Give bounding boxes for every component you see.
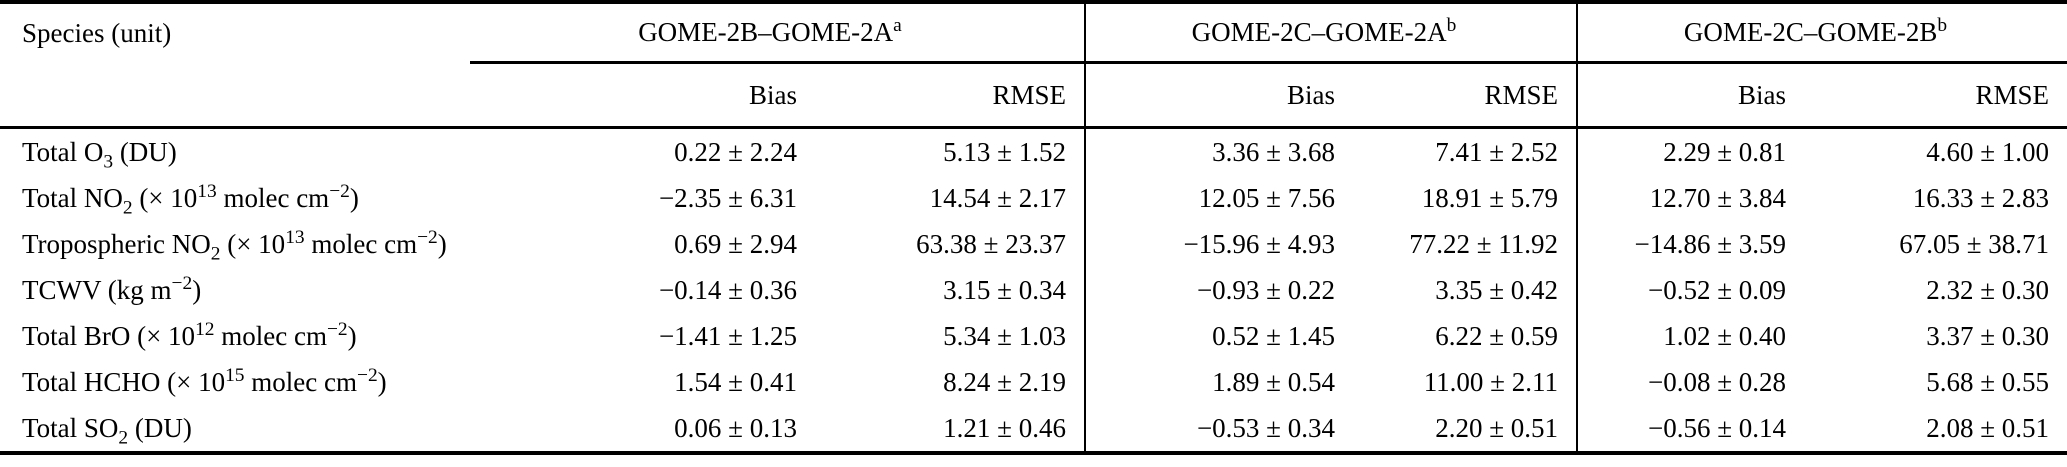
- rmse-header: RMSE: [815, 62, 1086, 129]
- species-column-header: Species (unit): [22, 17, 172, 48]
- footnote-marker: b: [1937, 15, 1948, 36]
- rmse-value-cell: 1.21 ± 0.46: [815, 405, 1086, 453]
- subheader-spacer: [0, 62, 470, 129]
- footnote-marker: b: [1446, 15, 1457, 36]
- species-cell: Total SO2 (DU): [22, 412, 192, 448]
- group-label: GOME-2C–GOME-2A: [1191, 17, 1447, 47]
- rmse-value-cell: 6.22 ± 0.59: [1353, 313, 1579, 359]
- rmse-value-cell: 7.41 ± 2.52: [1353, 127, 1579, 175]
- bias-header: Bias: [1577, 62, 1805, 129]
- instrument-comparison-table: Species (unit) GOME-2B–GOME-2Aa GOME-2C–…: [0, 0, 2067, 455]
- bias-value-cell: −0.14 ± 0.36: [658, 274, 797, 305]
- group-label: GOME-2C–GOME-2B: [1683, 17, 1938, 47]
- rmse-value-cell: 3.35 ± 0.42: [1353, 267, 1579, 313]
- bias-value-cell: 1.02 ± 0.40: [1663, 320, 1787, 351]
- group-label: GOME-2B–GOME-2A: [638, 17, 894, 47]
- species-cell: Tropospheric NO2 (× 1013 molec cm−2): [22, 226, 447, 264]
- rmse-value-cell: 3.37 ± 0.30: [1926, 320, 2050, 351]
- rmse-value-cell: 18.91 ± 5.79: [1353, 175, 1579, 221]
- table-row: Tropospheric NO2 (× 1013 molec cm−2) 0.69…: [0, 221, 2067, 267]
- subheader-row: Bias RMSE Bias RMSE Bias RMSE: [0, 62, 2067, 129]
- bias-header: Bias: [470, 62, 815, 129]
- bias-value-cell: 0.52 ± 1.45: [1212, 320, 1335, 351]
- rmse-value-cell: 2.32 ± 0.30: [1926, 274, 2050, 305]
- bias-value-cell: 12.70 ± 3.84: [1649, 182, 1787, 213]
- rmse-value-cell: 11.00 ± 2.11: [1353, 359, 1579, 405]
- group-header-row: Species (unit) GOME-2B–GOME-2Aa GOME-2C–…: [0, 2, 2067, 64]
- rmse-value-cell: 14.54 ± 2.17: [815, 175, 1086, 221]
- bias-value-cell: −0.93 ± 0.22: [1196, 274, 1335, 305]
- table-row: TCWV (kg m−2) −0.14 ± 0.36 3.15 ± 0.34 −0.9…: [0, 267, 2067, 313]
- group-header-gome2c-gome2b: GOME-2C–GOME-2Bb: [1577, 2, 2067, 64]
- species-cell: TCWV (kg m−2): [22, 272, 202, 305]
- bias-value-cell: −14.86 ± 3.59: [1634, 228, 1787, 259]
- species-cell: Total O3 (DU): [22, 136, 177, 172]
- rmse-value-cell: 3.15 ± 0.34: [815, 267, 1086, 313]
- rmse-value-cell: 5.68 ± 0.55: [1926, 366, 2050, 397]
- bias-header: Bias: [1085, 62, 1353, 129]
- bias-value-cell: 12.05 ± 7.56: [1198, 182, 1335, 213]
- species-cell: Total BrO (× 1012 molec cm−2): [22, 318, 357, 351]
- rmse-value-cell: 2.08 ± 0.51: [1926, 412, 2050, 443]
- rmse-value-cell: 2.20 ± 0.51: [1353, 405, 1579, 453]
- rmse-value-cell: 16.33 ± 2.83: [1912, 182, 2050, 213]
- rmse-value-cell: 63.38 ± 23.37: [815, 221, 1086, 267]
- bias-value-cell: 0.69 ± 2.94: [674, 228, 797, 259]
- bias-value-cell: −0.52 ± 0.09: [1647, 274, 1787, 305]
- rmse-value-cell: 8.24 ± 2.19: [815, 359, 1086, 405]
- rmse-value-cell: 77.22 ± 11.92: [1353, 221, 1579, 267]
- rmse-value-cell: 5.34 ± 1.03: [815, 313, 1086, 359]
- bias-value-cell: 3.36 ± 3.68: [1212, 136, 1335, 167]
- rmse-header: RMSE: [1804, 62, 2067, 129]
- bias-value-cell: −0.56 ± 0.14: [1647, 412, 1787, 443]
- table-row: Total O3 (DU) 0.22 ± 2.24 5.13 ± 1.52 3.36 …: [0, 127, 2067, 175]
- bias-value-cell: 0.22 ± 2.24: [674, 136, 797, 167]
- bias-value-cell: 0.06 ± 0.13: [674, 412, 797, 443]
- bias-value-cell: 1.89 ± 0.54: [1212, 366, 1335, 397]
- bias-value-cell: −1.41 ± 1.25: [658, 320, 797, 351]
- table-body: Total O3 (DU) 0.22 ± 2.24 5.13 ± 1.52 3.36 …: [0, 127, 2067, 453]
- species-cell: Total HCHO (× 1015 molec cm−2): [22, 364, 387, 397]
- bias-value-cell: 2.29 ± 0.81: [1663, 136, 1787, 167]
- table-row: Total NO2 (× 1013 molec cm−2) −2.35 ± 6.3…: [0, 175, 2067, 221]
- footnote-marker: a: [893, 15, 902, 36]
- rmse-value-cell: 5.13 ± 1.52: [815, 127, 1086, 175]
- table-row: Total BrO (× 1012 molec cm−2) −1.41 ± 1.2…: [0, 313, 2067, 359]
- rmse-value-cell: 67.05 ± 38.71: [1899, 228, 2050, 259]
- rmse-value-cell: 4.60 ± 1.00: [1926, 136, 2050, 167]
- bias-value-cell: −2.35 ± 6.31: [658, 182, 797, 213]
- bias-value-cell: 1.54 ± 0.41: [674, 366, 797, 397]
- table-row: Total HCHO (× 1015 molec cm−2) 1.54 ± 0.4…: [0, 359, 2067, 405]
- rmse-header: RMSE: [1353, 62, 1579, 129]
- species-cell: Total NO2 (× 1013 molec cm−2): [22, 180, 359, 218]
- bias-value-cell: −0.53 ± 0.34: [1196, 412, 1335, 443]
- group-header-gome2c-gome2a: GOME-2C–GOME-2Ab: [1085, 2, 1579, 64]
- group-header-gome2b-gome2a: GOME-2B–GOME-2Aa: [470, 2, 1086, 64]
- table-row: Total SO2 (DU) 0.06 ± 0.13 1.21 ± 0.46 −0.5…: [0, 405, 2067, 453]
- bias-value-cell: −15.96 ± 4.93: [1183, 228, 1335, 259]
- bias-value-cell: −0.08 ± 0.28: [1647, 366, 1787, 397]
